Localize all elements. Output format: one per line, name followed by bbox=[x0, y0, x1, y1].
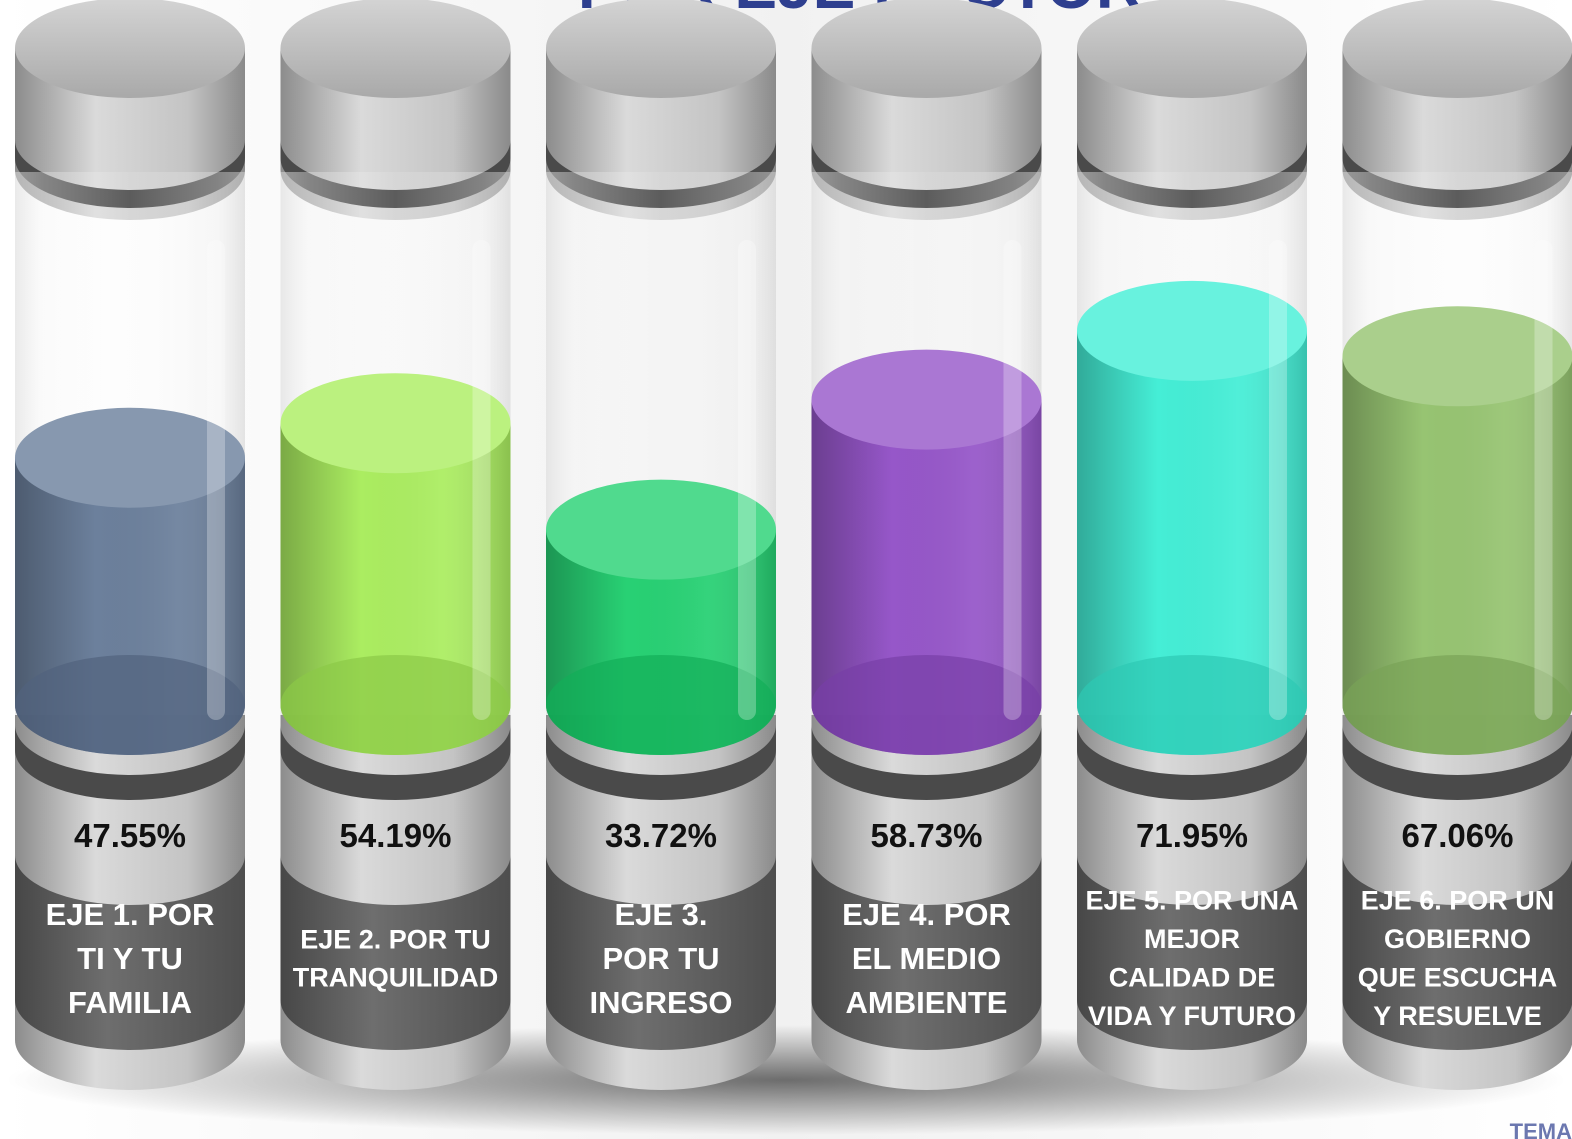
value-label: 71.95% bbox=[1136, 817, 1248, 854]
category-label-line: EJE 6. POR UN bbox=[1361, 886, 1555, 916]
liquid-shading bbox=[1342, 356, 1572, 755]
cylinder-1: 47.55% EJE 1. POR TI Y TU FAMILIA bbox=[15, 0, 245, 1090]
liquid-surface bbox=[811, 349, 1042, 450]
cylinder-group: 47.55% EJE 1. POR TI Y TU FAMILIA 54.19% EJE … bbox=[15, 0, 1572, 1090]
base-ring bbox=[280, 725, 511, 800]
category-label-line: EJE 5. POR UNA bbox=[1085, 886, 1298, 916]
category-label-line: TI Y TU bbox=[77, 941, 183, 976]
cylinder-2: 54.19% EJE 2. POR TU TRANQUILIDAD bbox=[280, 0, 511, 1090]
glass-highlight bbox=[207, 240, 225, 720]
liquid-surface bbox=[1077, 280, 1307, 381]
category-label-line: AMBIENTE bbox=[846, 985, 1008, 1020]
label-band bbox=[280, 855, 511, 1050]
category-label-line: EJE 4. POR bbox=[842, 897, 1011, 932]
glass-highlight bbox=[472, 240, 491, 720]
category-label-line: EL MEDIO bbox=[852, 941, 1001, 976]
liquid-bottom bbox=[15, 655, 245, 755]
top-cap-lid bbox=[546, 0, 776, 98]
glass-highlight bbox=[738, 240, 756, 720]
value-label: 54.19% bbox=[340, 817, 452, 854]
category-label-line: QUE ESCUCHA bbox=[1358, 963, 1558, 993]
top-cap-lid bbox=[1342, 0, 1572, 98]
liquid-surface bbox=[280, 373, 511, 474]
cylinder-5: 71.95% EJE 5. POR UNA MEJOR CALIDAD DE VIDA … bbox=[1077, 0, 1307, 1090]
category-label-line: POR TU bbox=[602, 941, 719, 976]
base-ring bbox=[1077, 725, 1307, 800]
top-cap-lid bbox=[811, 0, 1042, 98]
glass-highlight bbox=[1003, 240, 1022, 720]
liquid-surface bbox=[546, 479, 776, 580]
liquid-bottom bbox=[811, 655, 1042, 755]
glass-highlight bbox=[1534, 240, 1553, 720]
label-band bbox=[811, 855, 1042, 1050]
category-label-line: CALIDAD DE bbox=[1109, 963, 1276, 993]
liquid-bottom bbox=[280, 655, 511, 755]
category-label-line: EJE 1. POR bbox=[46, 897, 215, 932]
value-label: 67.06% bbox=[1402, 817, 1514, 854]
label-band bbox=[15, 855, 245, 1050]
top-cap-lid bbox=[280, 0, 511, 98]
category-label-line: MEJOR bbox=[1144, 924, 1240, 954]
cylinder-4: 58.73% EJE 4. POR EL MEDIO AMBIENTE bbox=[811, 0, 1042, 1090]
top-cap-lid bbox=[1077, 0, 1307, 98]
category-label-line: INGRESO bbox=[590, 985, 733, 1020]
value-label: 33.72% bbox=[605, 817, 717, 854]
base-ring bbox=[811, 725, 1042, 800]
liquid-bottom bbox=[546, 655, 776, 755]
liquid-bottom bbox=[1077, 655, 1307, 755]
category-label-line: VIDA Y FUTURO bbox=[1088, 1001, 1296, 1031]
liquid-surface bbox=[1342, 306, 1572, 407]
glass-highlight bbox=[1269, 240, 1287, 720]
label-band bbox=[1342, 855, 1572, 1050]
category-label-line: EJE 2. POR TU bbox=[300, 924, 491, 954]
value-label: 47.55% bbox=[74, 817, 186, 854]
label-band bbox=[546, 855, 776, 1050]
cylinder-6: 67.06% EJE 6. POR UN GOBIERNO QUE ESCUCHA Y … bbox=[1342, 0, 1572, 1090]
label-band bbox=[1077, 855, 1307, 1050]
liquid-shading bbox=[1077, 330, 1307, 755]
corner-text: TEMA bbox=[1510, 1119, 1572, 1139]
category-label-line: Y RESUELVE bbox=[1373, 1001, 1542, 1031]
category-label-line: TRANQUILIDAD bbox=[293, 962, 498, 992]
top-cap-lid bbox=[15, 0, 245, 98]
base-ring bbox=[1342, 725, 1572, 800]
value-label: 58.73% bbox=[871, 817, 983, 854]
category-label-line: GOBIERNO bbox=[1384, 924, 1531, 954]
category-label-line: EJE 3. bbox=[614, 897, 707, 932]
base-ring bbox=[15, 725, 245, 800]
liquid-bottom bbox=[1342, 655, 1572, 755]
liquid-surface bbox=[15, 407, 245, 508]
cylinder-3: 33.72% EJE 3. POR TU INGRESO bbox=[546, 0, 776, 1090]
base-ring bbox=[546, 725, 776, 800]
category-label-line: FAMILIA bbox=[68, 985, 192, 1020]
